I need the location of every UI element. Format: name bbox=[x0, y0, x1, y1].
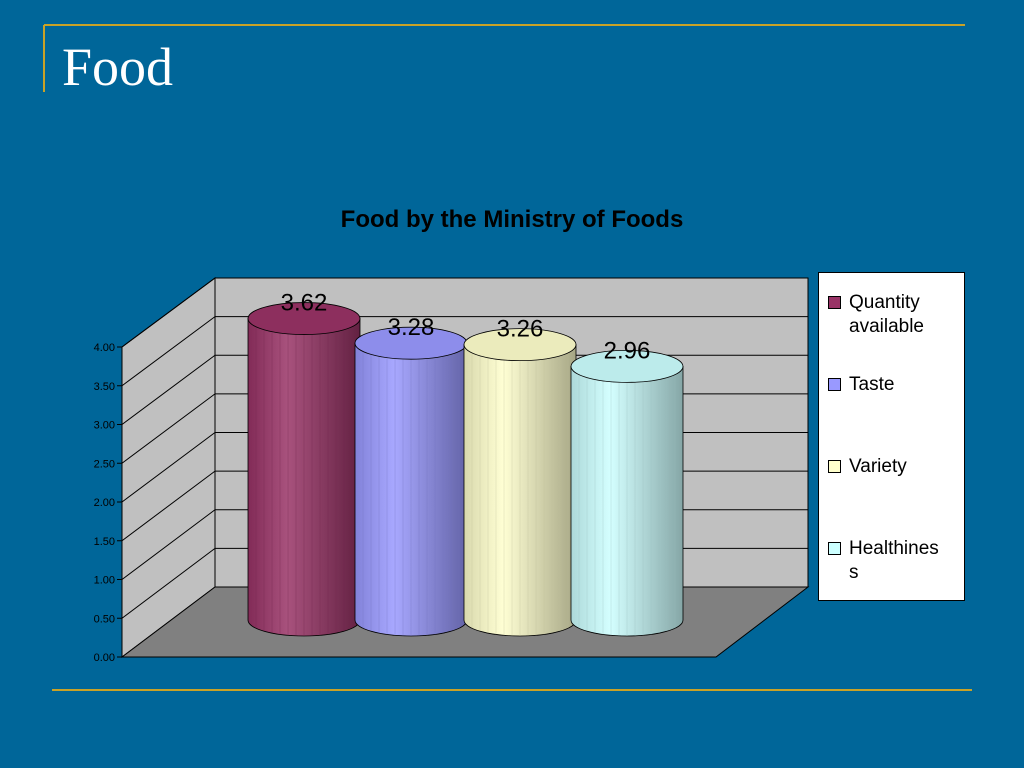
bar-top bbox=[570, 349, 684, 383]
data-label: 3.28 bbox=[388, 314, 435, 341]
data-label: 2.96 bbox=[604, 337, 651, 364]
slide-title: Food bbox=[62, 37, 174, 97]
data-label: 3.26 bbox=[497, 316, 544, 343]
legend-label: Variety bbox=[849, 456, 907, 477]
bars bbox=[247, 302, 684, 637]
legend-item: Variety bbox=[828, 455, 964, 479]
legend-swatch bbox=[828, 296, 841, 309]
gridline-side bbox=[121, 432, 216, 503]
legend-item: Healthines s bbox=[828, 537, 964, 585]
gridline-side bbox=[121, 316, 216, 387]
bar-healthiness bbox=[570, 349, 684, 637]
legend-label: Healthines s bbox=[849, 538, 939, 583]
gridline-side bbox=[121, 277, 216, 348]
y-tick-label: 3.50 bbox=[94, 381, 115, 393]
gridline-side bbox=[121, 393, 216, 464]
data-labels: 3.62 3.28 3.26 2.96 bbox=[281, 290, 651, 365]
legend-item: Taste bbox=[828, 373, 964, 397]
y-tick-label: 4.00 bbox=[94, 342, 115, 354]
gridline-side bbox=[121, 547, 216, 619]
chart-title: Food by the Ministry of Foods bbox=[340, 206, 684, 233]
bar-taste bbox=[354, 326, 468, 637]
legend-swatch bbox=[828, 378, 841, 391]
legend-swatch bbox=[828, 460, 841, 473]
y-tick-label: 3.00 bbox=[94, 420, 115, 432]
legend: Quantity available Taste Variety Healthines s bbox=[818, 272, 965, 601]
y-tick-label: 0.50 bbox=[94, 613, 115, 625]
legend-swatch bbox=[828, 542, 841, 555]
y-tick-label: 0.00 bbox=[94, 652, 115, 664]
bar-quantity-available bbox=[247, 302, 361, 637]
slide-decoration bbox=[43, 24, 972, 691]
gridline-side bbox=[121, 354, 216, 425]
legend-label: Taste bbox=[849, 374, 895, 395]
y-axis: 0.00 0.50 1.00 1.50 2.00 2.50 3.00 3.50 4.00 bbox=[94, 342, 716, 664]
y-tick-label: 1.00 bbox=[94, 575, 115, 587]
gridline-side bbox=[121, 470, 216, 542]
legend-label: Quantity available bbox=[849, 292, 924, 337]
bar-variety bbox=[463, 328, 577, 637]
bar-top bbox=[247, 302, 361, 335]
legend-item: Quantity available bbox=[828, 291, 964, 339]
bar-top bbox=[463, 328, 577, 362]
y-tick-label: 1.50 bbox=[94, 536, 115, 548]
gridline-side bbox=[121, 509, 216, 580]
y-tick-label: 2.50 bbox=[94, 458, 115, 470]
data-label: 3.62 bbox=[281, 290, 328, 317]
y-tick-label: 2.00 bbox=[94, 497, 115, 509]
